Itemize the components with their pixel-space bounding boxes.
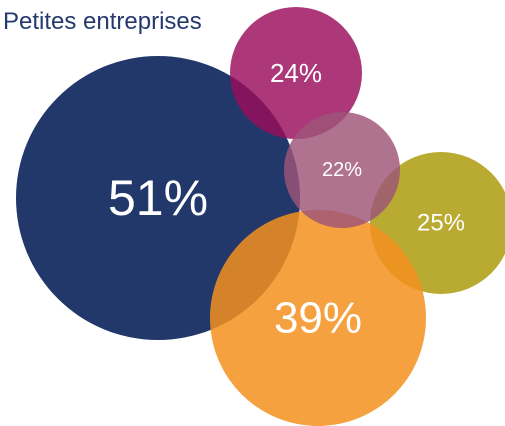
- bubble-24: [230, 7, 362, 139]
- bubble-labels-group: 51% 24% 22% 25% 39%: [108, 58, 465, 343]
- bubbles-group: [16, 7, 505, 426]
- bubble-label-24: 24%: [270, 58, 322, 88]
- bubble-label-51: 51%: [108, 170, 208, 226]
- bubble-22: [284, 112, 400, 228]
- bubble-label-22: 22%: [322, 159, 362, 181]
- bubble-label-39: 39%: [274, 294, 362, 343]
- bubble-label-25: 25%: [417, 210, 465, 237]
- bubble-39: [210, 210, 426, 426]
- chart-title: Petites entreprises: [3, 8, 202, 35]
